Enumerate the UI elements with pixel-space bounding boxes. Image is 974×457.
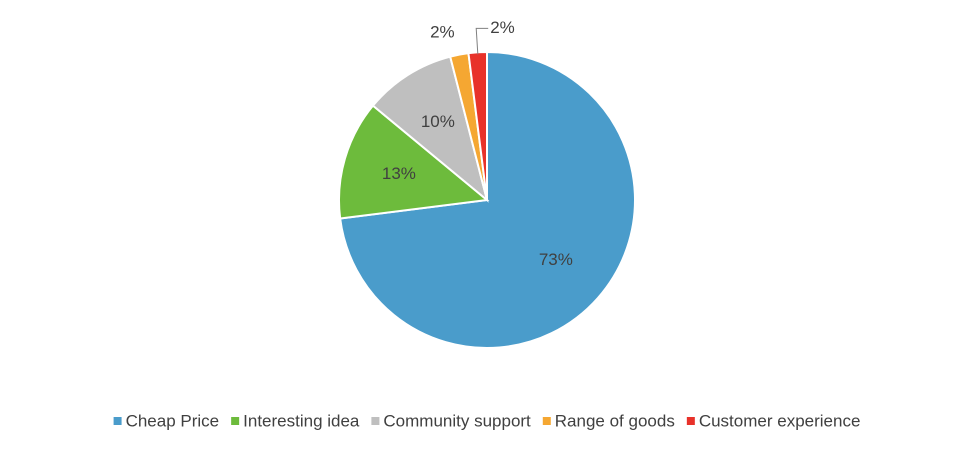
legend-label: Interesting idea: [243, 411, 360, 430]
legend-label: Cheap Price: [126, 411, 220, 430]
legend-marker: [231, 417, 240, 425]
legend-label: Customer experience: [699, 411, 861, 430]
legend-label: Community support: [383, 411, 531, 430]
pie-slice: [338, 104, 490, 220]
legend-marker: [686, 417, 695, 425]
data-label: 13%: [382, 164, 416, 183]
legend-marker: [371, 417, 380, 425]
data-label: 2%: [490, 18, 515, 37]
data-label: 2%: [430, 22, 455, 41]
legend-label: Range of goods: [555, 411, 675, 430]
legend-marker: [113, 417, 122, 425]
data-label: 73%: [539, 250, 573, 269]
leader-line: [475, 27, 489, 55]
data-label: 10%: [421, 112, 455, 131]
legend-marker: [542, 417, 551, 425]
